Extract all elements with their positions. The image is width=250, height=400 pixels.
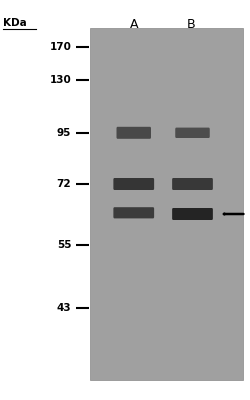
FancyBboxPatch shape bbox=[114, 178, 154, 190]
FancyBboxPatch shape bbox=[90, 28, 242, 380]
Text: 43: 43 bbox=[56, 303, 71, 313]
FancyBboxPatch shape bbox=[116, 127, 151, 139]
Text: 130: 130 bbox=[50, 75, 71, 85]
Text: 95: 95 bbox=[57, 128, 71, 138]
FancyBboxPatch shape bbox=[172, 178, 213, 190]
FancyBboxPatch shape bbox=[175, 128, 210, 138]
FancyBboxPatch shape bbox=[114, 207, 154, 218]
FancyBboxPatch shape bbox=[172, 208, 213, 220]
Text: 72: 72 bbox=[56, 179, 71, 189]
Text: B: B bbox=[187, 18, 196, 31]
Text: A: A bbox=[130, 18, 138, 31]
Text: 55: 55 bbox=[57, 240, 71, 250]
Text: 170: 170 bbox=[50, 42, 71, 52]
Text: KDa: KDa bbox=[2, 18, 26, 28]
